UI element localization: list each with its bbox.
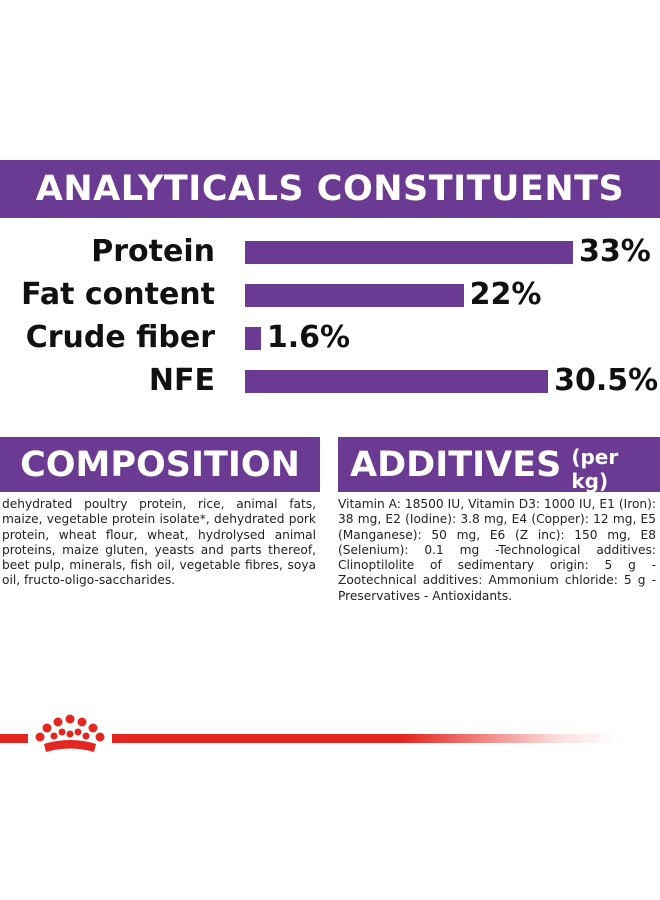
- analytical-value: 33%: [579, 234, 651, 269]
- footer-red-line: [0, 734, 620, 743]
- analyticals-title: ANALYTICALS CONSTITUENTS: [0, 160, 660, 218]
- analytical-bar: [245, 284, 464, 307]
- additives-title: ADDITIVES: [350, 444, 562, 485]
- analytical-label: Crude fiber: [25, 320, 215, 355]
- analytical-value: 30.5%: [554, 363, 659, 398]
- analytical-label: Protein: [91, 234, 215, 269]
- analytical-row: NFE 30.5%: [0, 361, 660, 401]
- analytical-bar: [245, 241, 573, 264]
- analytical-bar: [245, 370, 549, 393]
- composition-title: COMPOSITION: [0, 437, 320, 492]
- additives-subtitle: (per kg): [571, 444, 619, 493]
- analytical-row: Fat content 22%: [0, 275, 660, 315]
- analytical-value: 22%: [469, 277, 542, 312]
- analytical-bar: [245, 327, 261, 350]
- additives-header: ADDITIVES (per kg): [338, 437, 660, 493]
- analytical-row: Crude fiber 1.6%: [0, 318, 660, 358]
- analytical-value: 1.6%: [266, 320, 351, 355]
- analytical-row: Protein 33%: [0, 232, 660, 272]
- composition-text: dehydrated poultry protein, rice, animal…: [2, 497, 316, 588]
- analytical-label: Fat content: [21, 277, 215, 312]
- additives-text: Vitamin A: 18500 IU, Vitamin D3: 1000 IU…: [338, 497, 656, 603]
- royal-canin-crown-icon: [28, 712, 112, 760]
- analytical-label: NFE: [148, 363, 215, 398]
